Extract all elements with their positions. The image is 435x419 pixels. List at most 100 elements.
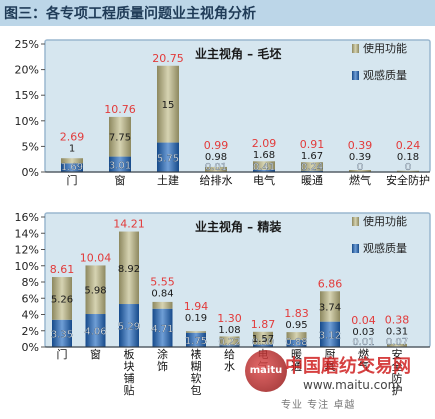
data-label-total: 8.61 [50, 263, 75, 276]
data-label-total: 6.86 [318, 277, 343, 290]
bar-vis [301, 170, 323, 172]
bar-vis [320, 321, 340, 347]
bar-func [119, 231, 139, 305]
y-tick-label: 5% [22, 140, 39, 153]
legend-label-vis: 观感质量 [363, 69, 407, 82]
bar-vis [52, 319, 72, 347]
x-tick-label: 安全防护 [392, 347, 403, 397]
legend-label-vis: 观感质量 [363, 242, 407, 255]
data-label-vis: 0.30 [252, 337, 274, 348]
x-tick-label: 安全防护 [386, 173, 430, 187]
x-tick-label: 门 [67, 173, 78, 187]
watermark-logo: maitu [245, 350, 287, 392]
data-label-vis: 0.24 [301, 162, 323, 173]
data-label-func: 1 [69, 143, 75, 154]
bar-func [301, 162, 323, 171]
data-label-vis: 3.35 [51, 329, 73, 340]
data-label-total: 0.38 [385, 313, 410, 326]
y-tick-label: 15% [15, 89, 39, 102]
bar-func [152, 301, 173, 309]
data-label-total: 14.21 [113, 218, 145, 231]
bar-func [253, 331, 273, 345]
bar-vis [157, 142, 179, 172]
y-tick-label: 8% [22, 276, 39, 289]
bar-func [109, 116, 131, 157]
bar-func [157, 65, 179, 143]
legend-swatch-vis [352, 71, 359, 80]
data-label-total: 0.04 [351, 314, 376, 327]
data-label-vis: 0.01 [205, 162, 227, 173]
x-tick-label: 电气 [253, 173, 275, 187]
watermark-slogan: 专业 专注 卓越 [281, 400, 356, 411]
legend-label-func: 使用功能 [363, 41, 407, 55]
legend-label-func: 使用功能 [363, 214, 407, 228]
data-label-func: 0.98 [205, 152, 227, 163]
x-tick-label: 给排水 [200, 173, 233, 187]
data-label-total: 2.09 [252, 137, 277, 150]
x-tick-label: 板块铺贴 [124, 347, 135, 397]
data-label-vis: 0.01 [352, 337, 374, 348]
bar-func [52, 277, 72, 320]
data-label-func: 8.92 [118, 264, 140, 275]
y-tick-label: 4% [22, 309, 39, 322]
data-label-total: 20.75 [152, 52, 184, 65]
legend-swatch-func [352, 44, 359, 53]
bar-vis [61, 163, 83, 172]
y-tick-label: 25% [15, 38, 39, 51]
chart-title: 业主视角 – 精装 [195, 219, 281, 234]
y-tick-label: 0% [22, 166, 39, 179]
data-label-vis: 1.75 [185, 336, 207, 347]
bar-func [320, 291, 340, 322]
data-label-vis: 0.88 [285, 337, 307, 348]
data-label-vis: 3.12 [319, 330, 341, 341]
data-label-func: 7.75 [109, 133, 131, 144]
y-tick-label: 20% [15, 64, 39, 77]
y-tick-label: 10% [15, 260, 39, 273]
data-label-func: 1.67 [301, 151, 323, 162]
data-label-total: 1.30 [217, 312, 242, 325]
bar-vis [186, 332, 206, 347]
y-tick-label: 6% [22, 292, 39, 305]
data-label-total: 5.55 [150, 276, 175, 289]
figure-title-bar: 图三：各专项工程质量问题业主视角分析 [0, 0, 435, 26]
data-label-total: 10.04 [80, 251, 112, 264]
data-label-total: 1.83 [284, 307, 309, 320]
x-tick-label: 窗 [90, 347, 101, 361]
bar-func [253, 161, 275, 170]
bar-func [397, 170, 419, 172]
x-tick-label: 燃气 [358, 347, 369, 373]
x-tick-label: 厨具 [325, 348, 336, 373]
data-label-func: 5.26 [51, 294, 73, 305]
x-tick-label: 给水 [224, 348, 235, 373]
data-label-total: 10.76 [104, 103, 136, 116]
x-tick-label: 土建 [157, 173, 179, 187]
y-tick-label: 14% [15, 227, 39, 240]
x-tick-label: 裱糊软包 [191, 348, 202, 397]
data-label-total: 0.39 [348, 139, 373, 152]
x-tick-label: 燃气 [349, 173, 371, 187]
data-label-total: 0.99 [204, 139, 229, 152]
legend-swatch-vis [352, 244, 359, 253]
data-label-func: 0.31 [386, 326, 408, 337]
data-label-vis: 4.06 [84, 327, 106, 338]
data-label-func: 0.19 [185, 313, 207, 324]
x-tick-label: 暖通 [301, 174, 323, 187]
y-tick-label: 0% [22, 341, 39, 354]
bar-vis [253, 344, 273, 347]
data-label-func: 1.57 [252, 334, 274, 345]
bar-vis [119, 304, 139, 347]
legend-swatch-func [352, 217, 359, 226]
bar-func [286, 332, 307, 340]
y-tick-label: 2% [22, 325, 39, 338]
data-label-func: 5.98 [84, 286, 106, 297]
bar-func [205, 166, 227, 172]
data-label-vis: 1.69 [61, 162, 83, 173]
bar-vis [219, 345, 240, 347]
data-label-vis: 5.29 [118, 322, 140, 333]
y-tick-label: 10% [15, 115, 39, 128]
y-tick-label: 12% [15, 244, 39, 257]
bar-func [85, 265, 106, 315]
watermark-url: www.maitu.com [303, 378, 400, 392]
bar-vis [286, 339, 307, 347]
